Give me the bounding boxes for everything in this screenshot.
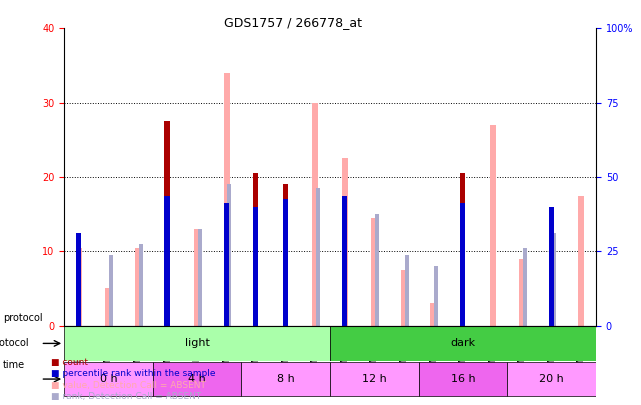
FancyBboxPatch shape [330,362,419,396]
Bar [342,196,347,326]
Bar [375,214,379,326]
Text: 4 h: 4 h [188,374,206,384]
Bar [253,173,258,326]
Text: ■ value, Detection Call = ABSENT: ■ value, Detection Call = ABSENT [51,381,206,390]
Bar [76,247,82,326]
Bar [283,184,288,326]
Bar [253,207,258,326]
Bar [224,203,229,326]
FancyBboxPatch shape [330,326,596,360]
FancyBboxPatch shape [64,326,330,360]
Text: 0 h: 0 h [99,374,117,384]
Text: light: light [185,339,210,348]
Bar [194,229,200,326]
Text: 16 h: 16 h [451,374,476,384]
Bar [312,102,319,326]
FancyBboxPatch shape [419,362,508,396]
Bar [76,233,81,326]
Text: dark: dark [451,339,476,348]
Bar [553,233,556,326]
Bar [371,218,378,326]
Text: ■ rank, Detection Call = ABSENT: ■ rank, Detection Call = ABSENT [51,392,201,401]
Bar [578,196,585,326]
Bar [109,255,113,326]
Text: protocol: protocol [3,313,43,323]
Bar [227,184,231,326]
Bar [197,229,202,326]
Bar [165,196,170,326]
Bar [224,73,229,326]
Bar [105,288,112,326]
Bar [519,259,526,326]
Bar [549,210,554,326]
FancyBboxPatch shape [242,362,330,396]
Bar [523,247,527,326]
Bar [165,121,170,326]
Text: 20 h: 20 h [540,374,564,384]
Bar [404,255,409,326]
Bar [135,247,141,326]
Bar [460,203,465,326]
Bar [283,199,288,326]
Text: GDS1757 / 266778_at: GDS1757 / 266778_at [224,16,362,29]
Bar [490,125,495,326]
Text: ■ percentile rank within the sample: ■ percentile rank within the sample [51,369,216,378]
Bar [549,207,554,326]
FancyBboxPatch shape [508,362,596,396]
FancyBboxPatch shape [64,362,153,396]
Bar [434,266,438,326]
Bar [431,303,437,326]
FancyBboxPatch shape [153,362,242,396]
Bar [316,188,320,326]
Text: time: time [3,360,26,369]
Text: 12 h: 12 h [362,374,387,384]
Text: ■ count: ■ count [51,358,88,367]
Bar [460,173,465,326]
Bar [138,244,143,326]
Text: protocol: protocol [0,339,29,348]
Bar [342,158,348,326]
Text: 8 h: 8 h [277,374,295,384]
Bar [401,270,407,326]
